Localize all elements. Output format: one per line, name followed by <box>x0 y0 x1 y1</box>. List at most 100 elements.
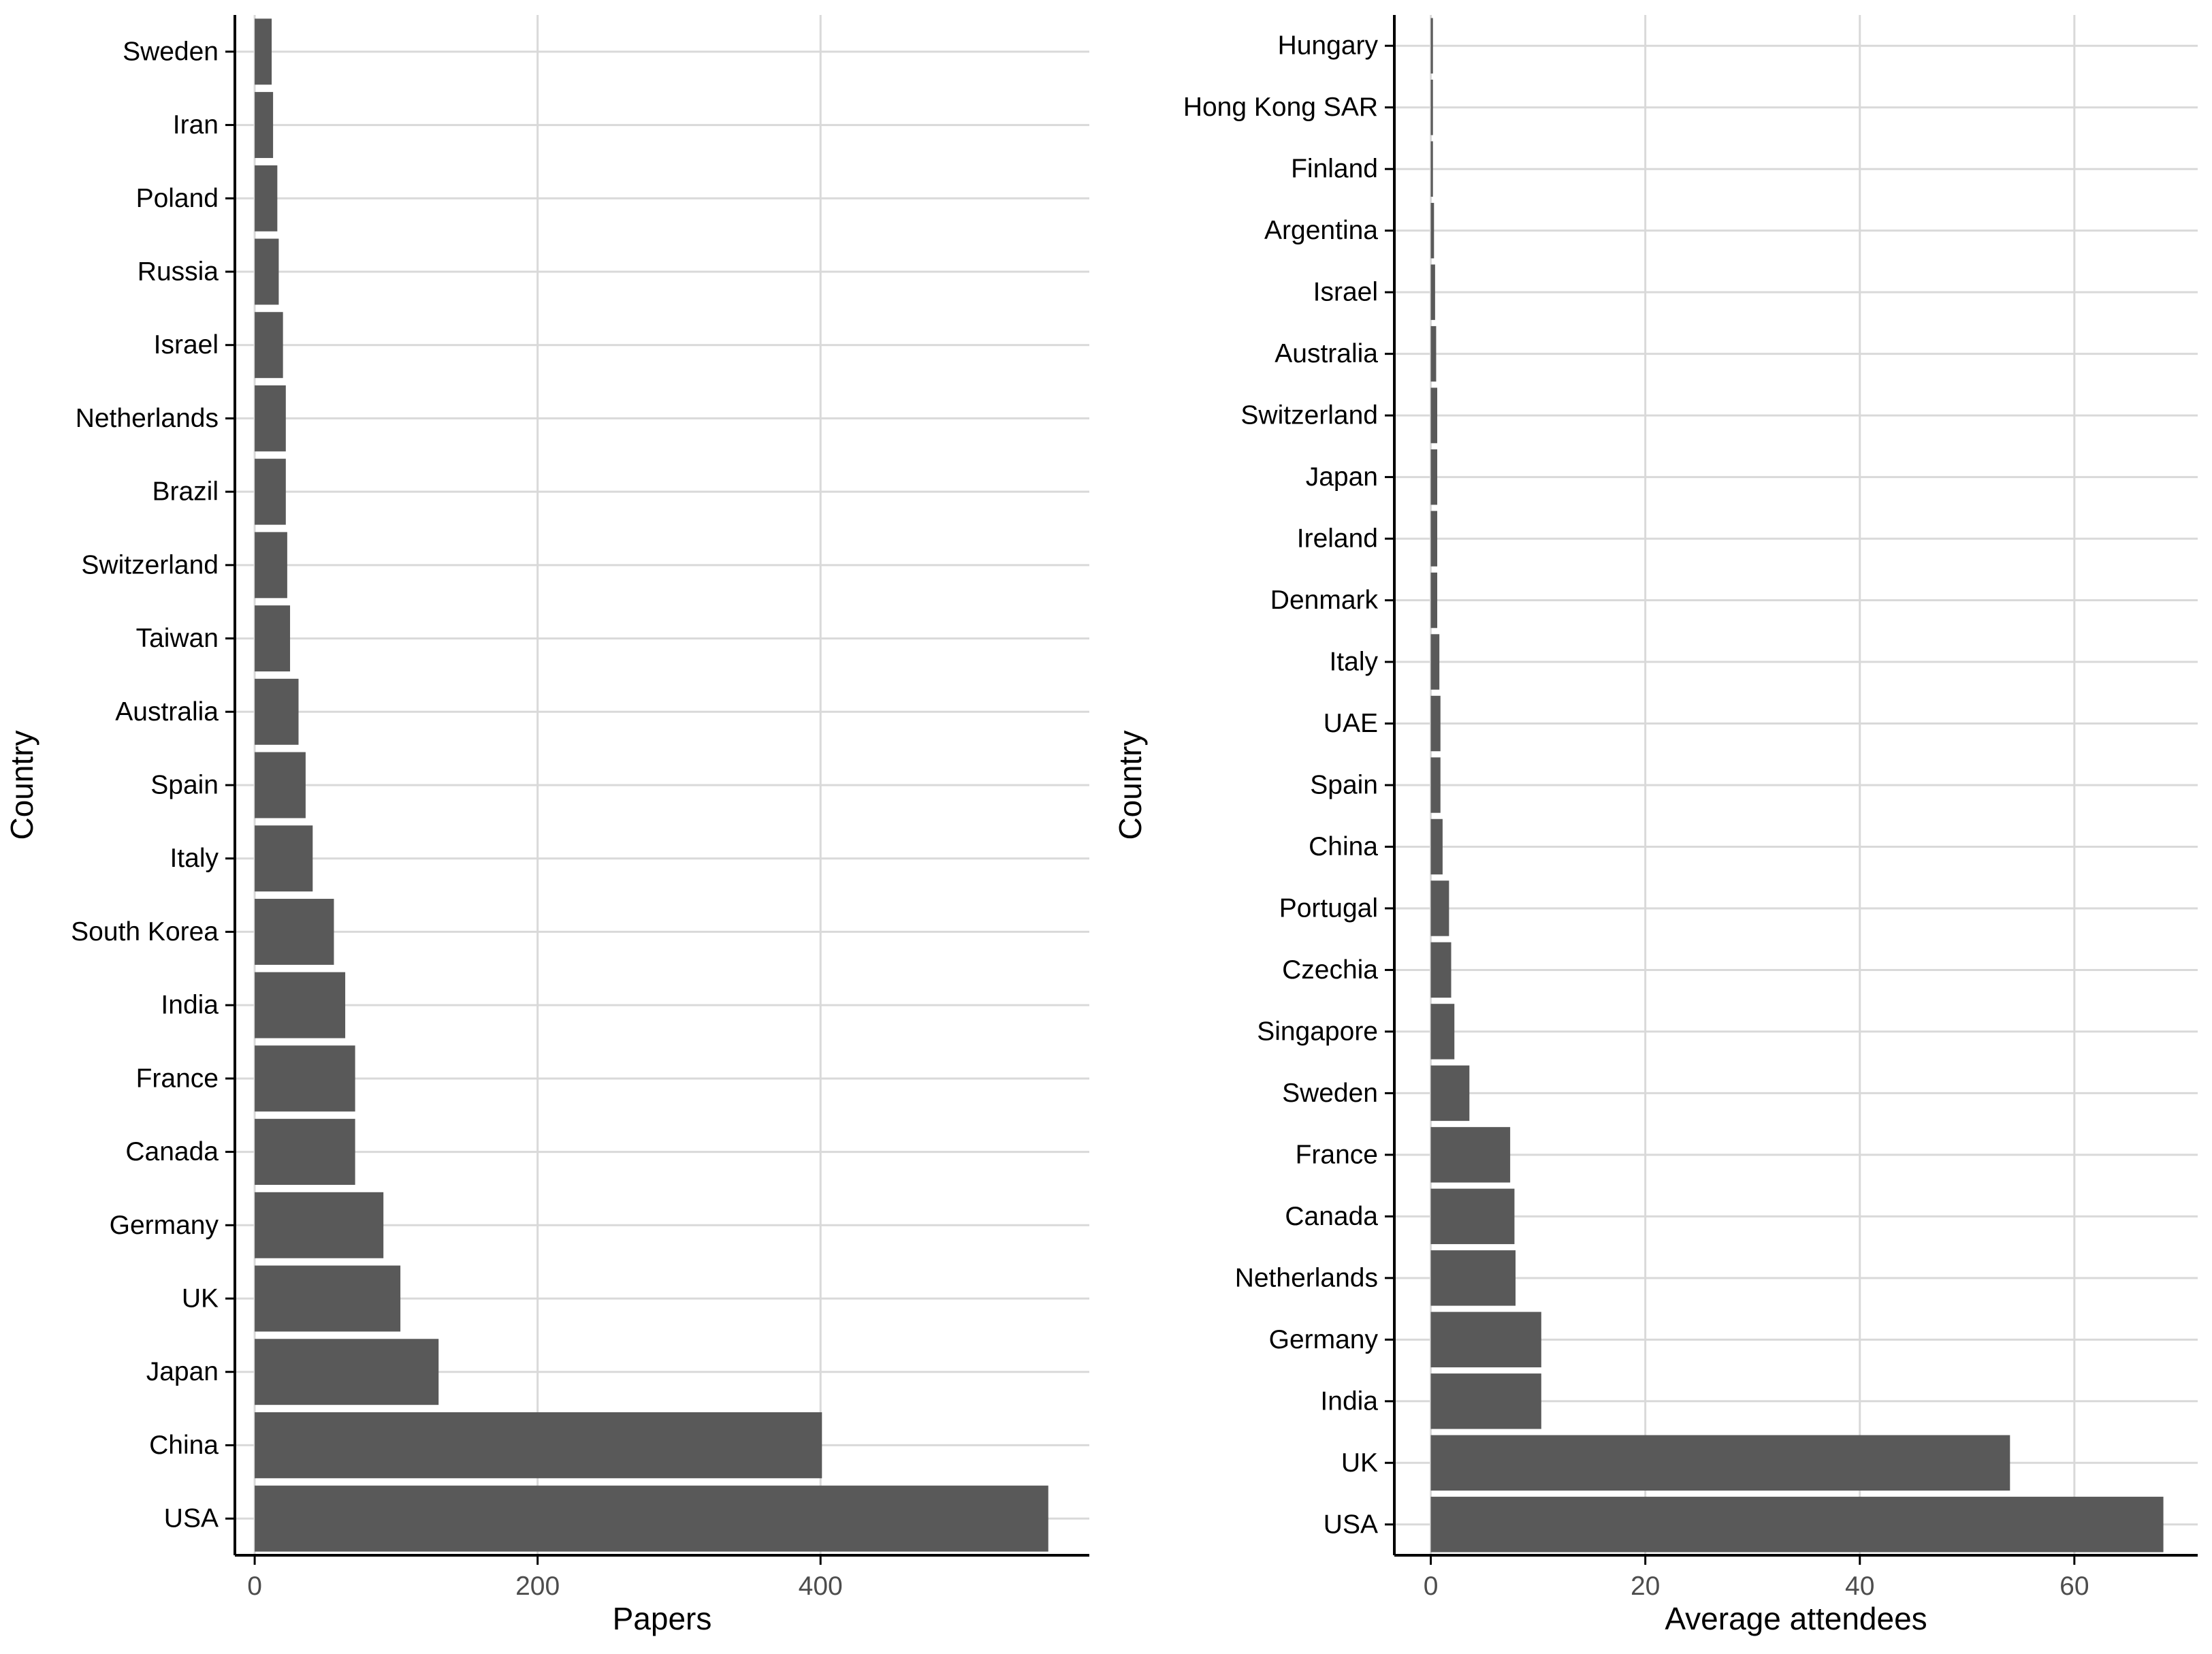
attendees-category-label: Spain <box>1310 771 1378 800</box>
attendees-bar-australia <box>1430 325 1437 382</box>
papers-bar-netherlands <box>255 385 286 451</box>
attendees-category-label: Sweden <box>1282 1079 1378 1108</box>
papers-bar-canada <box>255 1119 355 1186</box>
attendees-category-label: Switzerland <box>1240 401 1378 430</box>
papers-y-axis-title: Country <box>4 730 39 840</box>
attendees-bar-usa <box>1430 1497 2164 1553</box>
papers-bar-israel <box>255 312 283 379</box>
attendees-category-label: Singapore <box>1257 1017 1378 1046</box>
attendees-bar-singapore <box>1430 1004 1455 1060</box>
attendees-category-label: Italy <box>1329 648 1378 677</box>
attendees-bar-switzerland <box>1430 387 1438 443</box>
papers-xtick-label: 200 <box>515 1572 560 1601</box>
attendees-by-country-panel: USA UK India Germany Netherlands Canada France… <box>1112 15 2198 1636</box>
attendees-bar-israel <box>1430 264 1435 320</box>
papers-bar-india <box>255 972 346 1038</box>
attendees-bar-netherlands <box>1430 1250 1516 1306</box>
attendees-category-label: Japan <box>1306 462 1378 492</box>
attendees-bar-germany <box>1430 1311 1541 1368</box>
papers-category-label: India <box>161 991 219 1020</box>
attendees-bar-uae <box>1430 695 1441 752</box>
papers-category-label: Iran <box>173 110 219 140</box>
papers-category-label: Germany <box>110 1211 219 1240</box>
attendees-y-axis-title: Country <box>1112 730 1148 840</box>
attendees-category-label: Hong Kong SAR <box>1183 93 1378 122</box>
attendees-category-label: Argentina <box>1264 216 1378 245</box>
attendees-category-label: Czechia <box>1282 955 1378 985</box>
papers-bar-france <box>255 1045 355 1112</box>
attendees-category-label: Denmark <box>1270 586 1379 615</box>
papers-category-label: Canada <box>125 1137 219 1166</box>
papers-xtick-label: 0 <box>247 1572 262 1601</box>
attendees-bar-ireland <box>1430 511 1438 567</box>
attendees-bar-uk <box>1430 1435 2010 1491</box>
papers-category-label: Australia <box>115 697 219 727</box>
papers-category-label: South Korea <box>71 917 219 947</box>
papers-category-label: Israel <box>154 330 219 360</box>
papers-category-label: Italy <box>170 844 219 873</box>
papers-category-label: Netherlands <box>76 404 219 433</box>
papers-xtick-label: 400 <box>799 1572 843 1601</box>
papers-category-label: UK <box>182 1284 219 1314</box>
papers-bar-australia <box>255 678 299 745</box>
attendees-category-label: USA <box>1324 1510 1378 1539</box>
attendees-category-label: Portugal <box>1279 893 1378 923</box>
attendees-category-label: UK <box>1341 1448 1378 1478</box>
attendees-category-label: UAE <box>1324 709 1378 738</box>
attendees-x-axis-title: Average attendees <box>1665 1601 1927 1636</box>
attendees-category-label: Ireland <box>1297 524 1378 554</box>
papers-bar-uk <box>255 1265 401 1332</box>
papers-bar-china <box>255 1412 822 1478</box>
attendees-category-label: China <box>1309 832 1378 861</box>
papers-category-label: Sweden <box>123 37 219 66</box>
papers-bar-germany <box>255 1192 384 1258</box>
attendees-bar-finland <box>1430 141 1433 197</box>
papers-bar-russia <box>255 238 279 305</box>
attendees-bar-japan <box>1430 449 1438 505</box>
attendees-bar-india <box>1430 1373 1541 1429</box>
papers-category-label: France <box>136 1064 219 1093</box>
papers-bar-switzerland <box>255 532 287 599</box>
papers-bar-brazil <box>255 458 286 525</box>
attendees-bar-canada <box>1430 1188 1515 1245</box>
attendees-category-label: Netherlands <box>1235 1263 1378 1292</box>
attendees-bar-argentina <box>1430 202 1434 259</box>
papers-category-label: Switzerland <box>81 550 219 579</box>
attendees-bar-denmark <box>1430 572 1438 629</box>
papers-bar-iran <box>255 92 274 159</box>
attendees-bar-sweden <box>1430 1065 1470 1122</box>
papers-category-label: Spain <box>150 771 219 800</box>
papers-category-label: USA <box>164 1504 219 1533</box>
papers-bar-taiwan <box>255 605 291 672</box>
attendees-bar-italy <box>1430 634 1440 690</box>
attendees-category-label: Australia <box>1275 339 1378 368</box>
papers-category-label: Japan <box>146 1357 219 1386</box>
attendees-bar-hungary <box>1430 18 1433 74</box>
papers-bar-poland <box>255 165 278 232</box>
papers-bar-south-korea <box>255 898 334 965</box>
attendees-category-label: France <box>1296 1140 1378 1169</box>
attendees-xtick-label: 60 <box>2059 1572 2089 1601</box>
attendees-category-label: Germany <box>1269 1325 1379 1354</box>
attendees-xtick-label: 40 <box>1845 1572 1874 1601</box>
papers-x-axis-title: Papers <box>613 1601 712 1636</box>
papers-by-country-panel: USA China Japan UK Germany Canada France India S… <box>4 15 1089 1636</box>
attendees-xtick-label: 20 <box>1631 1572 1660 1601</box>
attendees-bar-china <box>1430 818 1443 875</box>
papers-bar-spain <box>255 752 306 818</box>
attendees-bar-czechia <box>1430 942 1452 998</box>
attendees-category-label: Canada <box>1285 1202 1378 1231</box>
attendees-category-label: Hungary <box>1278 31 1379 61</box>
attendees-bar-portugal <box>1430 880 1449 936</box>
attendees-xtick-label: 0 <box>1424 1572 1439 1601</box>
attendees-bar-spain <box>1430 757 1441 813</box>
attendees-category-label: India <box>1320 1386 1378 1416</box>
attendees-category-label: Israel <box>1313 278 1378 307</box>
papers-bar-italy <box>255 825 313 892</box>
papers-bar-japan <box>255 1339 439 1405</box>
papers-category-label: Poland <box>136 184 219 213</box>
papers-category-label: China <box>149 1431 219 1460</box>
papers-category-label: Russia <box>138 257 219 287</box>
papers-bar-usa <box>255 1485 1048 1552</box>
